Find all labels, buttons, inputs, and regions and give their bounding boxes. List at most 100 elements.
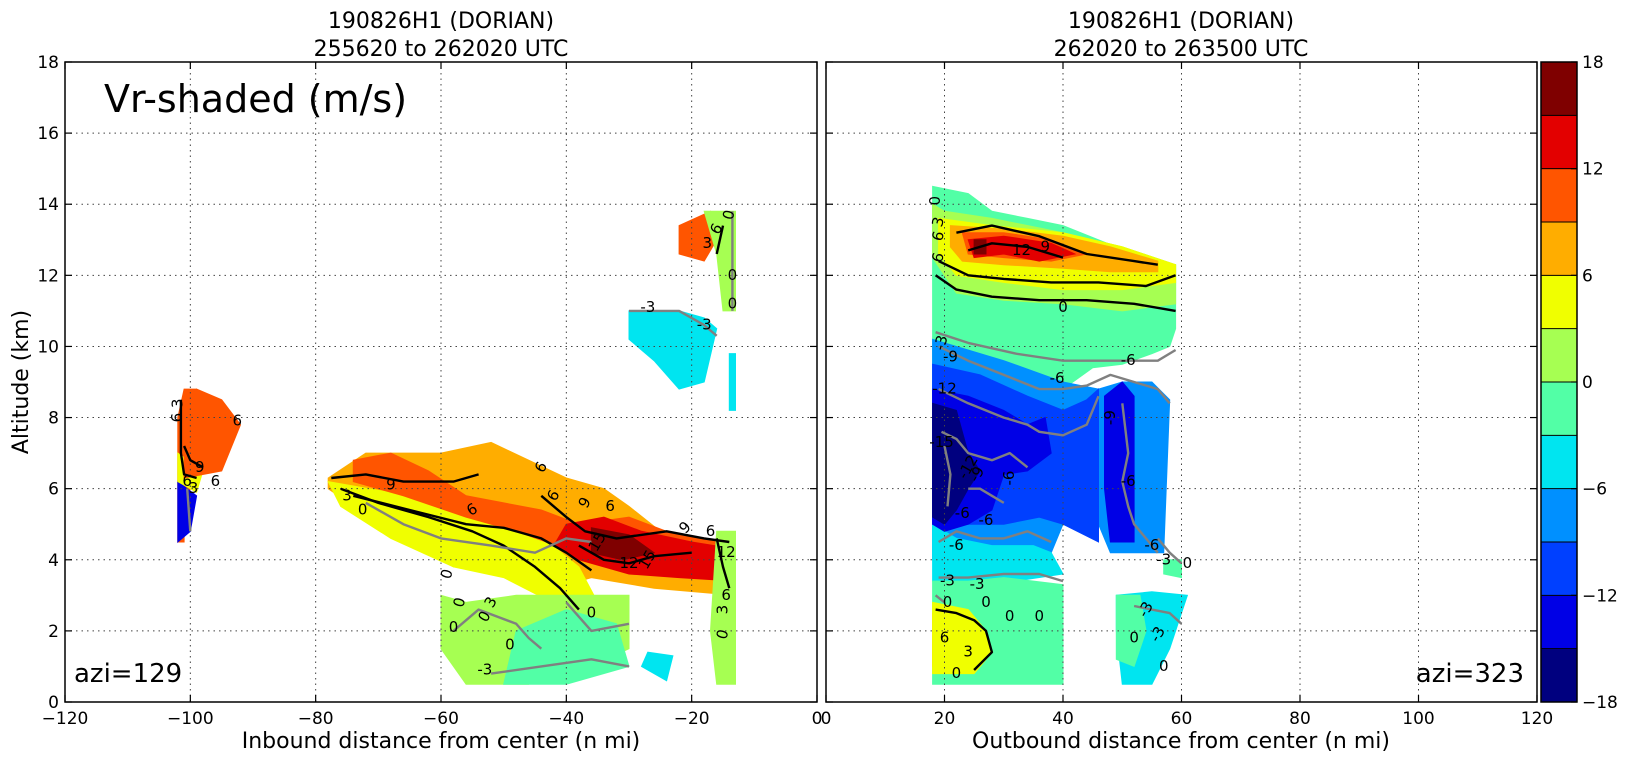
contour-label: 0 bbox=[713, 627, 733, 641]
y-tick-label: 16 bbox=[37, 124, 59, 144]
colorbar-tick-label: 0 bbox=[1582, 373, 1593, 393]
neg-contour-line-10 bbox=[934, 594, 946, 604]
shaded-region-13 bbox=[1163, 559, 1182, 579]
x-tick-label: 0 bbox=[812, 709, 823, 729]
contour-label: 12 bbox=[1012, 241, 1031, 259]
neg-contour-line-2 bbox=[938, 388, 1100, 437]
contour-label: 6 bbox=[182, 472, 192, 490]
contour-label: 0 bbox=[926, 196, 944, 206]
left-ticks: −120 −100 −80 −60 −40 −20 0 0 2 4 6 8 10 12 14 16 18 bbox=[37, 53, 822, 729]
contour-label: -6 bbox=[949, 536, 964, 554]
y-tick-label: 10 bbox=[37, 337, 59, 357]
y-tick-label: 4 bbox=[48, 551, 59, 571]
contour-label: 6 bbox=[168, 413, 186, 423]
contour-line-4 bbox=[935, 608, 994, 671]
contour-label: 0 bbox=[1183, 554, 1193, 572]
contour-line-5 bbox=[540, 494, 730, 544]
x-tick-label: −60 bbox=[423, 709, 459, 729]
contour-label: 3 bbox=[963, 643, 973, 661]
contour-label: -6 bbox=[1121, 351, 1136, 369]
x-tick-label: −20 bbox=[674, 709, 710, 729]
x-tick-label: −100 bbox=[167, 709, 214, 729]
colorbar-segment bbox=[1541, 222, 1577, 276]
y-tick-label: 8 bbox=[48, 409, 59, 429]
colorbar-segment bbox=[1541, 275, 1577, 330]
neg-contour-line-3 bbox=[940, 430, 1029, 469]
contour-label: 0 bbox=[943, 593, 953, 611]
left-x-axis-label: Inbound distance from center (n mi) bbox=[242, 729, 641, 754]
x-tick-label: −80 bbox=[298, 709, 334, 729]
neg-contour-line-6 bbox=[937, 530, 1052, 544]
contour-label: 6 bbox=[721, 586, 731, 604]
neg-contour-line-0 bbox=[935, 331, 1177, 362]
shaded-region-11 bbox=[640, 651, 674, 682]
y-tick-label: 18 bbox=[37, 53, 59, 73]
contour-label: -6 bbox=[1000, 471, 1018, 486]
neg-contour-line-1 bbox=[938, 345, 1171, 405]
contour-label: 0 bbox=[952, 664, 962, 682]
y-tick-label: 12 bbox=[37, 266, 59, 286]
contour-label: 3 bbox=[168, 399, 186, 409]
contour-label: 0 bbox=[449, 595, 469, 609]
colorbar-segment bbox=[1541, 542, 1577, 596]
contour-label: -3 bbox=[477, 661, 492, 679]
neg-contour-line-4 bbox=[565, 601, 630, 633]
contour-label: 3 bbox=[703, 234, 713, 252]
colorbar-segment bbox=[1541, 115, 1577, 170]
contour-label: -3 bbox=[940, 572, 955, 590]
shaded-region-14 bbox=[703, 210, 736, 312]
x-tick-label: 0 bbox=[821, 709, 832, 729]
contour-label: 9 bbox=[1040, 237, 1050, 255]
contour-label: 9 bbox=[386, 476, 396, 494]
shaded-region-11 bbox=[1104, 381, 1135, 543]
colorbar: −18 −12 −6 0 6 12 18 bbox=[1540, 53, 1618, 713]
contour-label: 6 bbox=[706, 522, 716, 540]
contour-line-2 bbox=[331, 473, 479, 483]
contour-line-6 bbox=[578, 544, 692, 565]
contour-label: -6 bbox=[1050, 369, 1065, 387]
left-title-line2: 255620 to 262020 UTC bbox=[314, 37, 569, 62]
contour-label: 3 bbox=[928, 215, 948, 229]
contour-label: 9 bbox=[195, 458, 205, 476]
x-tick-label: 40 bbox=[1052, 709, 1074, 729]
contour-label: -6 bbox=[1121, 472, 1136, 490]
contour-label: 6 bbox=[211, 472, 221, 490]
contour-label: 0 bbox=[358, 501, 368, 519]
contour-label: 3 bbox=[189, 479, 199, 497]
colorbar-segment bbox=[1541, 595, 1577, 650]
contour-label: 3 bbox=[713, 605, 731, 615]
contour-line-1 bbox=[938, 260, 1177, 288]
contour-label: -9 bbox=[1101, 410, 1119, 425]
x-tick-label: −40 bbox=[548, 709, 584, 729]
contour-line-0 bbox=[179, 399, 197, 480]
colorbar-segment bbox=[1541, 648, 1577, 703]
neg-contour-line-3 bbox=[490, 658, 630, 675]
neg-contour-line-2 bbox=[452, 608, 543, 650]
neg-contour-line-5 bbox=[968, 487, 1005, 504]
contour-label: 6 bbox=[928, 251, 948, 265]
contour-label: 12 bbox=[717, 543, 736, 561]
contour-label: -3 bbox=[930, 333, 951, 352]
left-azimuth-label: azi=129 bbox=[74, 659, 182, 689]
contour-label: 12 bbox=[619, 554, 638, 572]
y-tick-label: 6 bbox=[48, 480, 59, 500]
neg-contour-line-8 bbox=[1121, 403, 1159, 554]
shaded-region-16 bbox=[728, 353, 736, 411]
contour-line-1 bbox=[183, 445, 204, 469]
y-tick-label: 0 bbox=[48, 693, 59, 713]
right-contours bbox=[934, 224, 1183, 671]
neg-contour-line-9 bbox=[1156, 537, 1183, 565]
colorbar-segment bbox=[1541, 168, 1577, 223]
contour-label: 6 bbox=[928, 229, 948, 243]
colorbar-tick-label: 18 bbox=[1582, 53, 1604, 73]
contour-label: 0 bbox=[1058, 298, 1068, 316]
colorbar-tick-label: 12 bbox=[1582, 160, 1604, 180]
colorbar-segment bbox=[1541, 488, 1577, 543]
right-x-axis-label: Outbound distance from center (n mi) bbox=[972, 729, 1390, 754]
neg-contour-line-7 bbox=[938, 572, 1064, 583]
contour-label: -6 bbox=[955, 504, 970, 522]
contour-label: -6 bbox=[1144, 536, 1159, 554]
contour-label: -3 bbox=[640, 298, 655, 316]
